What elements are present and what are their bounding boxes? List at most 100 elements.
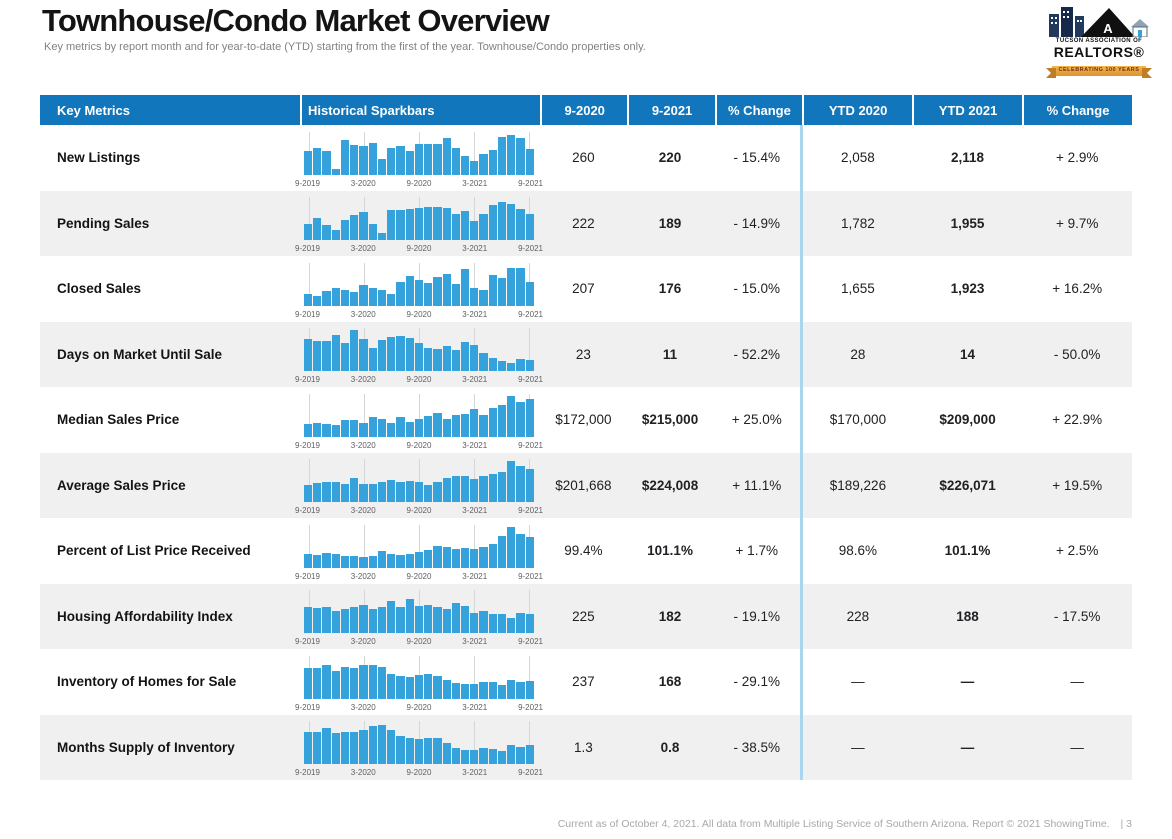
value-ytd-2020: $189,226 [829,477,887,493]
row-values: 260 220 - 15.4% 2,058 2,118 + 2.9% [540,125,1132,191]
value-9-2021: 0.8 [660,739,680,755]
value-9-2020: 222 [572,215,595,231]
table-row-inventory-homes: Inventory of Homes for Sale 9-2019 3-2020… [40,649,1132,715]
value-ytd-2020: 2,058 [841,150,875,166]
value-9-2020: 260 [572,150,595,166]
value-ytd-pct-change: + 19.5% [1052,477,1103,493]
metric-label: Housing Affordability Index [57,608,233,624]
value-9-2020: $201,668 [555,477,612,493]
value-ytd-pct-change: + 16.2% [1052,281,1103,297]
sparkbar-chart: 9-2019 3-2020 9-2020 3-2021 9-2021 [295,716,543,778]
value-pct-change: - 52.2% [733,346,781,362]
header-9-2021: 9-2021 [627,95,714,125]
value-ytd-pct-change: + 2.9% [1055,150,1099,166]
metric-label: Months Supply of Inventory [57,739,235,755]
row-values: 23 11 - 52.2% 28 14 - 50.0% [540,321,1132,387]
header-historical-sparkbars: Historical Sparkbars [300,95,540,125]
value-9-2020: 225 [572,608,595,624]
value-pct-change: + 25.0% [731,412,782,428]
value-pct-change: - 29.1% [733,674,781,690]
tar-logo: A TUCSON ASSOCIATION OF REALTORS® CELEBR… [1036,3,1162,78]
sparkbar-chart: 9-2019 3-2020 9-2020 3-2021 9-2021 [295,651,543,713]
value-ytd-2020: — [851,739,865,755]
value-pct-change: - 38.5% [733,739,781,755]
sparkbar-chart: 9-2019 3-2020 9-2020 3-2021 9-2021 [295,323,543,385]
value-ytd-2020: $170,000 [829,412,887,428]
value-9-2021: 176 [658,281,682,297]
header-ytd-2020: YTD 2020 [802,95,912,125]
metric-label: Pending Sales [57,215,150,231]
value-pct-change: + 1.7% [735,543,778,559]
metric-label: Closed Sales [57,281,142,297]
table-header-row: Key Metrics Historical Sparkbars 9-2020 … [40,95,1132,125]
value-ytd-2020: 28 [850,346,866,362]
value-ytd-2021: 14 [960,346,976,362]
table-row-median-sales-price: Median Sales Price 9-2019 3-2020 9-2020 3-2… [40,387,1132,453]
value-pct-change: - 15.4% [733,150,781,166]
metric-label: New Listings [57,150,141,166]
value-ytd-2020: 228 [846,608,870,624]
logo-org-name: REALTORS® [1053,44,1145,60]
header-value-columns: 9-2020 9-2021 % Change YTD 2020 YTD 2021… [540,95,1132,125]
header-ytd-2021: YTD 2021 [912,95,1022,125]
value-9-2021: 189 [658,215,682,231]
table-row-average-sales-price: Average Sales Price 9-2019 3-2020 9-2020 3-… [40,452,1132,518]
sparkbar-chart: 9-2019 3-2020 9-2020 3-2021 9-2021 [295,585,543,647]
group-divider [800,321,804,387]
value-9-2021: 101.1% [647,543,693,559]
value-9-2020: 23 [575,346,591,362]
sparkbar-chart: 9-2019 3-2020 9-2020 3-2021 9-2021 [295,192,543,254]
value-9-2021: $215,000 [641,412,699,428]
value-9-2021: 168 [658,674,682,690]
table-row-days-on-market: Days on Market Until Sale 9-2019 3-2020 9-… [40,321,1132,387]
group-divider [800,649,804,715]
table-row-closed-sales: Closed Sales 9-2019 3-2020 9-2020 3-2021 9-2… [40,256,1132,322]
value-ytd-2020: 1,782 [841,215,875,231]
value-ytd-pct-change: - 50.0% [1053,346,1101,362]
value-ytd-pct-change: - 17.5% [1053,608,1101,624]
logo-org-line: TUCSON ASSOCIATION OF [1055,38,1143,44]
metric-label: Days on Market Until Sale [57,346,223,362]
row-values: 99.4% 101.1% + 1.7% 98.6% 101.1% + 2.5% [540,518,1132,584]
sparkbar-chart: 9-2019 3-2020 9-2020 3-2021 9-2021 [295,127,543,189]
sparkbar-chart: 9-2019 3-2020 9-2020 3-2021 9-2021 [295,520,543,582]
value-9-2020: 99.4% [564,543,603,559]
table-row-pending-sales: Pending Sales 9-2019 3-2020 9-2020 3-2021 9-… [40,190,1132,256]
value-ytd-2021: 1,923 [950,281,985,297]
logo-skyline-icon: A [1049,7,1149,37]
metric-label: Average Sales Price [57,477,186,493]
value-ytd-pct-change: + 22.9% [1052,412,1103,428]
table-row-housing-affordability: Housing Affordability Index 9-2019 3-2020… [40,583,1132,649]
value-9-2021: $224,008 [641,477,699,493]
header-ytd-pct-change: % Change [1022,95,1132,125]
sparkbar-chart: 9-2019 3-2020 9-2020 3-2021 9-2021 [295,258,543,320]
metric-label: Median Sales Price [57,412,180,428]
value-ytd-pct-change: + 9.7% [1055,215,1099,231]
row-values: 237 168 - 29.1% — — — [540,649,1132,715]
page-subtitle: Key metrics by report month and for year… [44,41,646,53]
row-values: $201,668 $224,008 + 11.1% $189,226 $226,… [540,452,1132,518]
page-title: Townhouse/Condo Market Overview [42,3,550,38]
value-ytd-2021: 101.1% [944,543,991,559]
value-9-2020: $172,000 [555,412,612,428]
group-divider [800,452,804,518]
row-values: 1.3 0.8 - 38.5% — — — [540,714,1132,780]
value-ytd-2020: 98.6% [838,543,878,559]
value-9-2020: 1.3 [573,739,593,755]
row-values: 222 189 - 14.9% 1,782 1,955 + 9.7% [540,190,1132,256]
sparkbar-chart: 9-2019 3-2020 9-2020 3-2021 9-2021 [295,454,543,516]
metric-label: Percent of List Price Received [57,543,251,559]
value-ytd-2021: $209,000 [939,412,996,428]
row-values: 225 182 - 19.1% 228 188 - 17.5% [540,583,1132,649]
footer-text: Current as of October 4, 2021. All data … [557,818,1110,830]
value-pct-change: - 14.9% [733,215,781,231]
value-ytd-pct-change: — [1070,739,1084,755]
value-ytd-pct-change: — [1070,674,1084,690]
report-footer: Current as of October 4, 2021. All data … [558,818,1132,830]
value-9-2020: 237 [572,674,595,690]
group-divider [800,190,804,256]
group-divider [800,256,804,322]
value-ytd-2021: 188 [956,608,979,624]
value-ytd-2021: $226,071 [939,477,996,493]
